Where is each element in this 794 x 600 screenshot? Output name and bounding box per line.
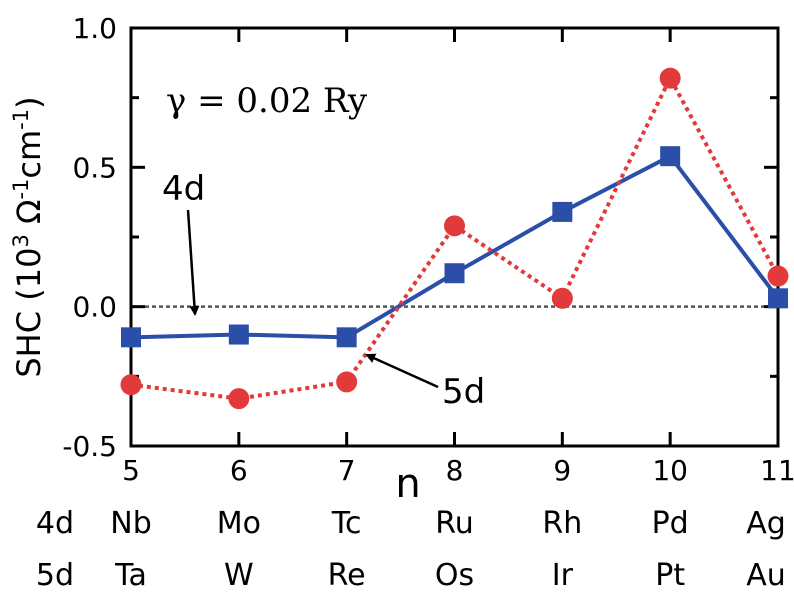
row-label: 4d xyxy=(36,506,74,541)
element-symbol: Mo xyxy=(217,506,261,541)
x-tick-label: 5 xyxy=(122,454,140,487)
element-symbol: Tc xyxy=(331,506,362,541)
data-point-5d xyxy=(120,374,142,396)
element-symbol: Au xyxy=(746,558,786,593)
label-5d-annotation: 5d xyxy=(442,372,485,412)
element-symbol: Rh xyxy=(542,506,582,541)
element-rows: 4d Nb Mo Tc Ru Rh Pd Ag 5d Ta W Re Os Ir Pt Au xyxy=(36,506,786,593)
data-point-5d xyxy=(551,287,573,309)
data-point-5d xyxy=(444,215,465,237)
label-4d-annotation: 4d xyxy=(162,169,205,209)
y-tick-label: -0.5 xyxy=(62,430,117,463)
data-point-4d xyxy=(336,327,357,348)
y-tick-label: 0.0 xyxy=(72,291,117,324)
x-tick-label: 7 xyxy=(338,454,356,487)
y-axis-label: SHC (103 Ω-1cm-1) xyxy=(9,96,48,377)
x-axis-label: n xyxy=(395,461,420,507)
series-line-5d xyxy=(130,76,780,401)
data-point-4d xyxy=(444,263,465,284)
series-layer xyxy=(120,67,789,410)
data-point-4d xyxy=(121,327,141,348)
data-point-5d xyxy=(336,371,358,393)
data-point-4d xyxy=(768,288,788,309)
series-line-4d xyxy=(130,154,780,340)
element-symbol: Nb xyxy=(110,506,151,541)
arrow-5d xyxy=(365,353,439,389)
data-point-5d xyxy=(767,265,789,287)
y-tick-label: 0.5 xyxy=(72,151,117,184)
element-symbol: Pt xyxy=(655,558,685,593)
x-tick-label: 10 xyxy=(652,454,688,487)
element-symbol: Ir xyxy=(552,558,574,593)
gamma-annotation: γ = 0.02 Ry xyxy=(166,81,368,121)
y-tick-labels: -0.5 0.0 0.5 1.0 xyxy=(62,12,117,463)
y-tick-label: 1.0 xyxy=(72,12,117,45)
axis-ticks xyxy=(129,26,780,448)
element-symbol: Ru xyxy=(435,506,474,541)
x-tick-label: 11 xyxy=(760,454,794,487)
element-symbol: Ag xyxy=(746,506,786,541)
element-symbol: Pd xyxy=(652,506,689,541)
data-point-5d xyxy=(659,67,681,89)
element-symbol: Os xyxy=(435,558,474,593)
row-label: 5d xyxy=(36,558,74,593)
x-tick-label: 8 xyxy=(446,454,464,487)
x-tick-label: 6 xyxy=(230,454,248,487)
element-symbol: W xyxy=(224,558,254,593)
element-symbol: Ta xyxy=(114,558,147,593)
arrow-4d xyxy=(186,209,200,316)
data-point-4d xyxy=(228,324,249,345)
data-point-4d xyxy=(552,201,573,222)
element-symbol: Re xyxy=(328,558,366,593)
x-tick-labels: 5 6 7 8 9 10 11 xyxy=(122,454,794,487)
data-point-5d xyxy=(228,388,250,410)
data-point-4d xyxy=(660,146,681,167)
x-tick-label: 9 xyxy=(553,454,571,487)
